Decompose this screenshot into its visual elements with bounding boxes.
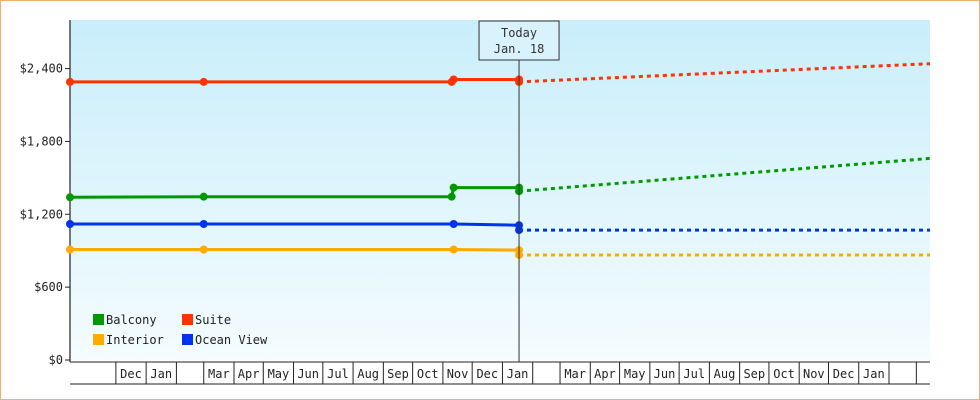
- legend: Balcony Suite Interior Ocean View: [93, 313, 268, 347]
- legend-swatch: [93, 314, 104, 325]
- x-tick-label: Dec: [120, 367, 142, 381]
- legend-label: Balcony: [106, 313, 157, 327]
- x-tick-label: Sep: [387, 367, 409, 381]
- plot-background: [70, 20, 930, 360]
- series-point: [449, 220, 458, 228]
- y-tick-label: $600: [34, 280, 63, 294]
- series-balcony: [66, 156, 931, 202]
- legend-item: Ocean View: [182, 333, 268, 347]
- x-tick-label: Nov: [447, 367, 469, 381]
- series-suite: [66, 62, 931, 86]
- x-tick-label: Aug: [714, 367, 736, 381]
- y-tick-label: $0: [49, 353, 63, 367]
- series-point: [199, 245, 208, 254]
- legend-label: Ocean View: [195, 333, 268, 347]
- legend-item: Balcony: [93, 313, 157, 327]
- legend-label: Interior: [106, 333, 164, 347]
- series-point: [449, 183, 458, 192]
- x-tick-label: Nov: [803, 367, 825, 381]
- x-tick-label: Mar: [564, 367, 586, 381]
- series-point: [66, 77, 74, 86]
- series-point: [449, 245, 458, 254]
- x-tick-label: Apr: [238, 367, 260, 381]
- today-callout: [478, 20, 560, 61]
- legend-item: Suite: [182, 313, 231, 327]
- series-point: [199, 77, 208, 86]
- x-tick-label: Dec: [476, 367, 498, 381]
- series-line: [70, 222, 520, 227]
- x-tick-label: May: [268, 367, 290, 381]
- x-tick-label: May: [624, 367, 646, 381]
- y-tick-label: $1,200: [20, 207, 63, 221]
- legend-swatch: [182, 334, 193, 345]
- x-tick-label: Mar: [208, 367, 230, 381]
- series-line: [70, 248, 520, 252]
- x-tick-label: Jul: [683, 367, 705, 381]
- today-date-label: Jan. 18: [494, 42, 545, 56]
- series-point: [447, 192, 456, 201]
- series-point: [66, 220, 74, 228]
- today-label: Today: [501, 26, 537, 40]
- x-tick-label: Sep: [743, 367, 765, 381]
- y-tick-label: $1,800: [20, 134, 63, 148]
- x-tick-label: Apr: [594, 367, 616, 381]
- series-point: [449, 75, 458, 84]
- series-point: [199, 192, 208, 201]
- series-point: [66, 245, 74, 254]
- legend-label: Suite: [195, 313, 231, 327]
- series-layer: [66, 62, 931, 259]
- x-tick-label: Jun: [297, 367, 319, 381]
- x-tick-label: Jul: [327, 367, 349, 381]
- x-tick-label: Oct: [417, 367, 439, 381]
- x-tick-label: Jan: [150, 367, 172, 381]
- x-tick-label: Jun: [654, 367, 676, 381]
- x-tick-label: Oct: [773, 367, 795, 381]
- legend-swatch: [93, 334, 104, 345]
- x-tick-label: Jan: [863, 367, 885, 381]
- series-point: [199, 220, 208, 228]
- x-tick-label: Dec: [833, 367, 855, 381]
- series-point: [66, 193, 74, 202]
- today-marker: Today Jan. 18: [478, 20, 560, 362]
- x-axis: Dec Jan Mar Apr May Jun Jul Aug Sep Oct Nov Dec Jan M…: [70, 361, 930, 385]
- x-tick-label: Aug: [357, 367, 379, 381]
- y-tick-label: $2,400: [20, 62, 63, 76]
- legend-swatch: [182, 314, 193, 325]
- y-axis: $0 $600 $1,200 $1,800 $2,400: [20, 20, 71, 367]
- legend-item: Interior: [93, 333, 164, 347]
- x-tick-label: Jan: [507, 367, 529, 381]
